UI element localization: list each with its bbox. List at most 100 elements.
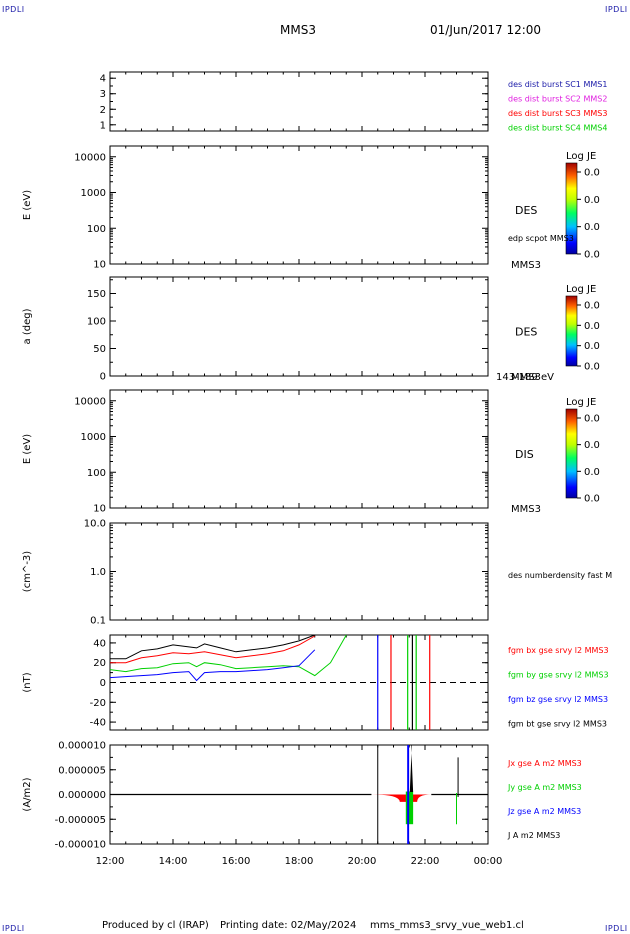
j-burst-jx xyxy=(371,794,432,802)
y-axis-title: (A/m2) xyxy=(22,777,33,811)
y-tick-label: 100 xyxy=(87,224,106,235)
instrument-label: DES xyxy=(515,204,537,217)
b-series-line xyxy=(110,635,316,664)
colorbar-tick-label: 0.0 xyxy=(584,321,600,332)
spacecraft-label: MMS3 xyxy=(511,504,541,515)
corner-label-bottom-left: IPDLI xyxy=(2,924,25,933)
j-burst-total xyxy=(409,745,414,793)
legend-entry: des dist burst SC2 MMS2 xyxy=(508,95,607,104)
spacecraft-label: MMS3 xyxy=(511,372,541,383)
b-series-line xyxy=(109,649,316,682)
footer-printing-date: Printing date: 02/May/2024 xyxy=(220,920,357,931)
x-tick-label: 14:00 xyxy=(159,856,188,867)
j-legend-entry: Jx gse A m2 MMS3 xyxy=(507,759,582,768)
footer-produced: Produced by cl (IRAP) xyxy=(102,920,209,931)
corner-label-top-right: IPDLI xyxy=(605,5,628,14)
colorbar-tick-label: 0.0 xyxy=(584,195,600,206)
j-legend-entry: J A m2 MMS3 xyxy=(507,831,560,840)
y-tick-label: 100 xyxy=(87,468,106,479)
x-tick-label: 16:00 xyxy=(222,856,251,867)
y-axis-title: a (deg) xyxy=(22,308,33,344)
colorbar xyxy=(565,408,578,499)
j-burst-jy xyxy=(405,791,414,825)
y-tick-label: -20 xyxy=(90,698,106,709)
colorbar-tick-label: 0.0 xyxy=(584,494,600,505)
y-tick-label: 0.000010 xyxy=(58,741,106,752)
y-tick-label: 0.1 xyxy=(90,616,106,627)
colorbar xyxy=(565,162,578,255)
b-legend-entry: fgm bx gse srvy l2 MMS3 xyxy=(508,646,609,655)
x-tick-label: 12:00 xyxy=(96,856,125,867)
y-tick-label: 1000 xyxy=(81,432,106,443)
colorbar xyxy=(565,295,578,367)
date-time-title: 01/Jun/2017 12:00 xyxy=(430,23,542,37)
y-tick-label: 10 xyxy=(93,504,106,515)
panel-frame-4 xyxy=(109,522,489,621)
colorbar-tick-label: 0.0 xyxy=(584,250,600,261)
y-tick-label: -40 xyxy=(90,718,106,729)
x-tick-label: 22:00 xyxy=(411,856,440,867)
spacecraft-label: MMS3 xyxy=(511,260,541,271)
instrument-label: DES xyxy=(515,326,537,339)
colorbar-title: Log JE xyxy=(566,397,596,408)
y-tick-label: 0.000005 xyxy=(58,765,106,776)
y-tick-label: 10.0 xyxy=(84,519,106,530)
y-tick-label: 0 xyxy=(100,372,106,383)
panel-frame-2 xyxy=(109,276,489,377)
y-tick-label: 10000 xyxy=(74,152,106,163)
b-legend-entry: fgm bt gse srvy l2 MMS3 xyxy=(508,720,607,729)
y-tick-label: 1 xyxy=(100,120,106,131)
y-tick-label: 3 xyxy=(100,89,106,100)
energy-range-label: 143-189 eV xyxy=(496,372,554,383)
colorbar-tick-label: 0.0 xyxy=(584,301,600,312)
panel-frame-3 xyxy=(109,389,489,509)
y-tick-label: 10000 xyxy=(74,396,106,407)
colorbar-title: Log JE xyxy=(566,284,596,295)
legend-entry: des dist burst SC1 MMS1 xyxy=(508,80,607,89)
j-legend-entry: Jy gse A m2 MMS3 xyxy=(507,783,582,792)
y-tick-label: 10 xyxy=(93,260,106,271)
instrument-label: DIS xyxy=(515,448,534,461)
panel-frame-1 xyxy=(109,145,489,265)
colorbar-tick-label: 0.0 xyxy=(584,168,600,179)
y-tick-label: 150 xyxy=(87,289,106,300)
y-tick-label: 2 xyxy=(100,105,106,116)
j-burst-jz xyxy=(407,745,410,844)
colorbar-tick-label: 0.0 xyxy=(584,341,600,352)
colorbar-tick-label: 0.0 xyxy=(584,222,600,233)
y-tick-label: 1000 xyxy=(81,188,106,199)
legend-entry: des dist burst SC3 MMS3 xyxy=(508,109,607,118)
colorbar-tick-label: 0.0 xyxy=(584,362,600,373)
y-tick-label: 50 xyxy=(93,344,106,355)
panel-frame-0 xyxy=(109,71,489,132)
y-tick-label: 0 xyxy=(100,678,106,689)
corner-label-bottom-right: IPDLI xyxy=(605,924,628,933)
b-legend-entry: fgm bz gse srvy l2 MMS3 xyxy=(508,695,608,704)
y-tick-label: 100 xyxy=(87,317,106,328)
b-series-line xyxy=(110,634,315,660)
legend-entry: des dist burst SC4 MMS4 xyxy=(508,124,607,133)
y-axis-title: (cm^-3) xyxy=(22,551,33,592)
corner-label-top-left: IPDLI xyxy=(2,5,25,14)
x-tick-label: 20:00 xyxy=(348,856,377,867)
density-legend: des numberdensity fast M xyxy=(508,571,612,580)
y-axis-title: E (eV) xyxy=(22,434,33,464)
spacecraft-title: MMS3 xyxy=(280,23,316,37)
y-tick-label: 40 xyxy=(93,638,106,649)
footer-filename: mms_mms3_srvy_vue_web1.cl xyxy=(370,920,524,931)
y-tick-label: -0.000005 xyxy=(55,815,106,826)
y-tick-label: 20 xyxy=(93,658,106,669)
x-tick-label: 18:00 xyxy=(285,856,314,867)
x-tick-label: 00:00 xyxy=(474,856,503,867)
colorbar-tick-label: 0.0 xyxy=(584,467,600,478)
j-legend-entry: Jz gse A m2 MMS3 xyxy=(507,807,581,816)
colorbar-tick-label: 0.0 xyxy=(584,440,600,451)
b-legend-entry: fgm by gse srvy l2 MMS3 xyxy=(508,671,609,680)
colorbar-title: Log JE xyxy=(566,151,596,162)
y-tick-label: 1.0 xyxy=(90,567,106,578)
y-tick-label: 4 xyxy=(100,74,106,85)
colorbar-tick-label: 0.0 xyxy=(584,414,600,425)
y-tick-label: -0.000010 xyxy=(55,840,106,851)
b-series-line xyxy=(109,634,347,677)
